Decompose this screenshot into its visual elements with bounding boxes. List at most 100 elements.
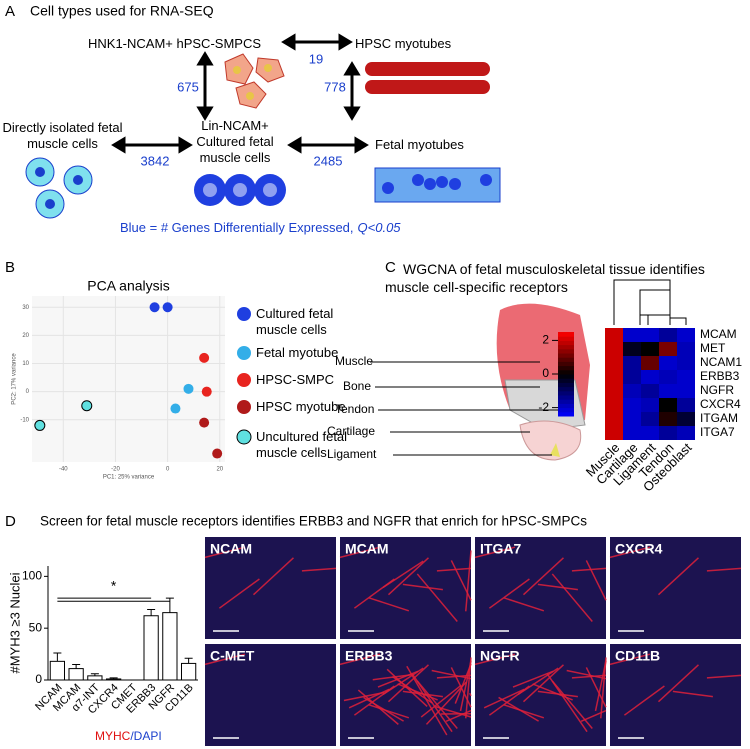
colorbar-step — [558, 353, 574, 358]
heatmap-cell — [659, 384, 677, 398]
heatmap-cell — [641, 342, 659, 356]
fiber — [512, 670, 554, 688]
fiber — [498, 696, 539, 722]
colorbar-label: 2 — [542, 333, 549, 347]
tissue-label: Ligament — [327, 447, 377, 461]
footnote-text: Blue = # Genes Differentially Expressed, — [120, 220, 354, 235]
heatmap-cell — [605, 426, 623, 440]
error-bar — [53, 652, 62, 662]
fiber — [382, 560, 424, 589]
panel-letter: B — [5, 259, 15, 276]
scatter-point — [212, 448, 223, 459]
bar — [106, 678, 122, 681]
heatmap-cell — [677, 342, 695, 356]
fiber — [357, 689, 399, 725]
footnote-q: Q<0.05 — [358, 220, 402, 235]
fiber — [488, 578, 530, 609]
heatmap-cell — [677, 328, 695, 342]
legend-label: HPSC myotube — [256, 399, 346, 414]
colorbar-step — [558, 403, 574, 409]
y-axis-label: PC2: 17% variance — [12, 353, 18, 405]
fiber — [551, 680, 593, 729]
colorbar-label: 0 — [542, 366, 549, 380]
micrograph — [205, 644, 336, 746]
panel-title: Screen for fetal muscle receptors identi… — [40, 514, 587, 529]
colorbar-step — [558, 374, 574, 379]
colorbar-label: -2 — [538, 400, 549, 414]
heatmap-cell — [623, 398, 641, 412]
fiber — [339, 546, 381, 559]
fiber — [436, 674, 472, 679]
micrograph — [205, 537, 336, 639]
fiber — [402, 583, 443, 591]
scatter-point — [162, 302, 173, 313]
heatmap-cell — [659, 426, 677, 440]
fiber — [387, 557, 429, 596]
fiber — [657, 557, 699, 596]
heatmap-cell — [605, 370, 623, 384]
colorbar-step — [558, 378, 574, 383]
error-bar — [184, 657, 193, 664]
scatter-point — [170, 403, 181, 414]
micrograph — [340, 537, 471, 639]
image-label: CXCR4 — [615, 541, 663, 557]
heatmap-cell — [605, 356, 623, 370]
row-label: ITGA7 — [700, 425, 735, 439]
fiber — [301, 567, 337, 572]
fiber — [469, 692, 472, 697]
fiber — [386, 668, 428, 707]
image-label: MCAM — [345, 541, 389, 557]
de-count: 19 — [309, 51, 323, 66]
heatmap-cell — [677, 370, 695, 384]
panel-letter: D — [5, 513, 16, 530]
legend-marker — [237, 307, 251, 321]
bar — [49, 660, 65, 681]
y-tick-label: 20 — [22, 333, 29, 339]
fiber — [609, 653, 651, 666]
plot-background — [32, 296, 225, 462]
fiber — [580, 709, 607, 723]
colorbar-step — [558, 382, 574, 388]
image-label: NCAM — [210, 541, 252, 557]
colorbar-step — [558, 411, 574, 417]
footnote: Blue = # Genes Differentially Expressed,… — [120, 220, 401, 235]
fiber — [503, 704, 545, 719]
heatmap-cell — [605, 384, 623, 398]
colorbar-step — [558, 340, 574, 346]
panel-title: Cell types used for RNA-SEQ — [30, 3, 214, 19]
scatter-point — [81, 400, 93, 412]
heatmap-cell — [605, 412, 623, 426]
heatmap-cell — [677, 398, 695, 412]
panel-letter: A — [5, 3, 15, 20]
y-axis-label: #MYH3 ≥3 Nuclei — [7, 572, 22, 673]
image-label: ITGA7 — [480, 541, 521, 557]
fiber — [532, 683, 573, 701]
fiber — [368, 597, 410, 612]
fiber — [672, 690, 713, 698]
fiber — [474, 653, 516, 666]
micrograph — [610, 644, 741, 746]
de-count: 2485 — [314, 153, 343, 168]
image-label: CD11B — [615, 648, 660, 664]
fiber — [623, 685, 665, 716]
heatmap-cell — [677, 412, 695, 426]
tissue-label: Tendon — [335, 402, 374, 416]
heatmap-cell — [641, 328, 659, 342]
micrograph — [610, 537, 741, 639]
error-bar — [165, 597, 174, 613]
heatmap-cell — [641, 412, 659, 426]
node-label: Fetal myotubes — [375, 137, 464, 152]
heatmap-cell — [659, 412, 677, 426]
fiber — [431, 669, 472, 680]
fiber — [339, 653, 381, 666]
legend-label: HPSC-SMPC — [256, 372, 335, 387]
fiber — [551, 573, 593, 622]
de-count: 3842 — [141, 153, 170, 168]
row-label: NGFR — [700, 383, 734, 397]
row-label: CXCR4 — [700, 397, 741, 411]
colorbar-step — [558, 332, 574, 337]
colorbar-step — [558, 395, 574, 400]
y-tick-label: 0 — [26, 389, 30, 395]
